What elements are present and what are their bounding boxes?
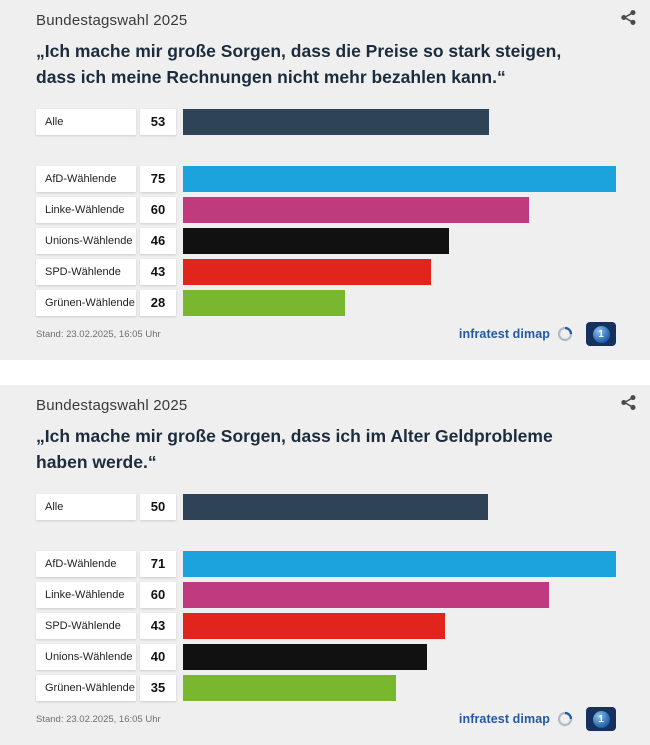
row-label: Alle [36, 108, 136, 135]
row-value: 35 [140, 674, 176, 701]
infratest-dimap-logo-icon [557, 711, 573, 727]
bar-area [183, 612, 616, 639]
row-value: 43 [140, 612, 176, 639]
panel-footer: Stand: 23.02.2025, 16:05 Uhr infratest d… [36, 707, 616, 731]
row-value: 75 [140, 165, 176, 192]
bar-area [183, 227, 616, 254]
chart-row: AfD-Wählende 75 [36, 165, 616, 192]
chart-row: Grünen-Wählende 28 [36, 289, 616, 316]
chart-row: AfD-Wählende 71 [36, 550, 616, 577]
panel-header: Bundestagswahl 2025 [36, 12, 188, 29]
ard-logo: 1 [586, 707, 616, 731]
share-icon [620, 394, 636, 410]
bar-area [183, 258, 616, 285]
brand-area: infratest dimap 1 [459, 322, 616, 346]
ard-das-erste-icon: 1 [592, 325, 610, 343]
bar-chart: Alle 53 AfD-Wählende 75 Linke-Wählende 60 Unio… [36, 108, 616, 316]
panel-footer: Stand: 23.02.2025, 16:05 Uhr infratest d… [36, 322, 616, 346]
chart-panel-prices: Bundestagswahl 2025 „Ich mache mir große… [0, 0, 650, 360]
row-label: SPD-Wählende [36, 612, 136, 639]
row-value: 53 [140, 108, 176, 135]
chart-row: Alle 53 [36, 108, 616, 135]
row-value: 46 [140, 227, 176, 254]
chart-row: Unions-Wählende 46 [36, 227, 616, 254]
chart-row: SPD-Wählende 43 [36, 612, 616, 639]
bar [183, 493, 488, 520]
bar-chart: Alle 50 AfD-Wählende 71 Linke-Wählende 60 SPD-… [36, 493, 616, 701]
row-value: 43 [140, 258, 176, 285]
share-icon [620, 9, 636, 25]
row-label: Alle [36, 493, 136, 520]
row-label: AfD-Wählende [36, 550, 136, 577]
ard-logo: 1 [586, 322, 616, 346]
row-value: 50 [140, 493, 176, 520]
bar [183, 165, 616, 192]
timestamp: Stand: 23.02.2025, 16:05 Uhr [36, 328, 161, 340]
bar-area [183, 165, 616, 192]
share-button[interactable] [618, 392, 638, 412]
bar-area [183, 581, 616, 608]
chart-row: Unions-Wählende 40 [36, 643, 616, 670]
chart-row: Alle 50 [36, 493, 616, 520]
bar-area [183, 196, 616, 223]
row-value: 71 [140, 550, 176, 577]
bar-area [183, 108, 616, 135]
bar [183, 643, 427, 670]
bar [183, 289, 345, 316]
infratest-dimap-label: infratest dimap [458, 712, 550, 726]
row-value: 28 [140, 289, 176, 316]
bar-area [183, 643, 616, 670]
chart-panel-retirement: Bundestagswahl 2025 „Ich mache mir große… [0, 385, 650, 745]
row-value: 60 [140, 196, 176, 223]
ard-das-erste-icon: 1 [592, 710, 610, 728]
bar [183, 581, 549, 608]
row-label: Linke-Wählende [36, 581, 136, 608]
chart-row: SPD-Wählende 43 [36, 258, 616, 285]
bar [183, 258, 432, 285]
row-value: 40 [140, 643, 176, 670]
bar-area [183, 289, 616, 316]
chart-title: „Ich mache mir große Sorgen, dass ich im… [36, 426, 553, 473]
timestamp: Stand: 23.02.2025, 16:05 Uhr [36, 713, 161, 725]
bar [183, 196, 530, 223]
row-label: Unions-Wählende [36, 643, 136, 670]
infratest-dimap-logo-icon [557, 326, 573, 342]
panel-header: Bundestagswahl 2025 [36, 397, 188, 414]
infratest-dimap-label: infratest dimap [458, 327, 550, 341]
row-label: AfD-Wählende [36, 165, 136, 192]
chart-title: „Ich mache mir große Sorgen, dass die Pr… [36, 41, 562, 88]
bar-area [183, 674, 616, 701]
bar-area [183, 493, 616, 520]
row-label: Grünen-Wählende [36, 674, 136, 701]
row-label: Unions-Wählende [36, 227, 136, 254]
chart-row: Linke-Wählende 60 [36, 581, 616, 608]
share-button[interactable] [618, 7, 638, 27]
chart-row: Grünen-Wählende 35 [36, 674, 616, 701]
row-label: Linke-Wählende [36, 196, 136, 223]
bar-area [183, 550, 616, 577]
row-value: 60 [140, 581, 176, 608]
bar [183, 108, 489, 135]
brand-area: infratest dimap 1 [459, 707, 616, 731]
bar [183, 674, 397, 701]
chart-row: Linke-Wählende 60 [36, 196, 616, 223]
bar [183, 227, 449, 254]
bar [183, 550, 616, 577]
bar [183, 612, 446, 639]
row-label: Grünen-Wählende [36, 289, 136, 316]
row-label: SPD-Wählende [36, 258, 136, 285]
